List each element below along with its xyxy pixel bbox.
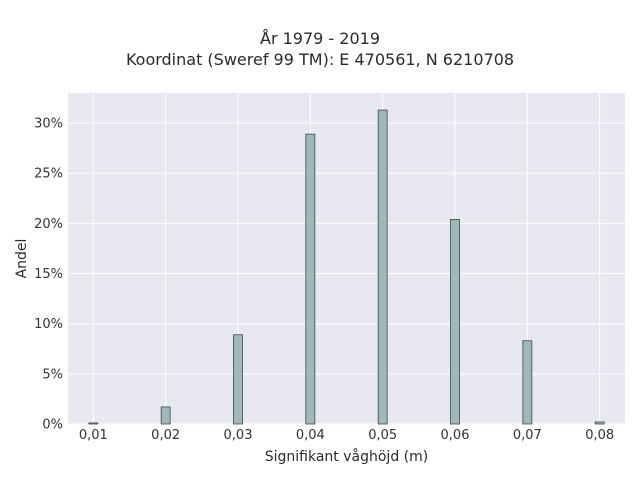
x-tick-label: 0,06	[441, 428, 470, 443]
plot-area	[68, 93, 625, 424]
bar	[594, 421, 605, 425]
y-tick-label: 0%	[42, 418, 63, 433]
x-tick-label: 0,08	[585, 428, 614, 443]
bar	[88, 422, 99, 425]
y-tick-label: 5%	[42, 367, 63, 382]
y-tick-label: 10%	[34, 317, 63, 332]
y-tick-label: 15%	[34, 267, 63, 282]
y-tick-labels: 0% 5% 10% 15% 20% 25% 30%	[34, 117, 63, 433]
x-tick-label: 0,04	[296, 428, 325, 443]
chart-title: År 1979 - 2019	[260, 29, 380, 48]
x-tick-label: 0,07	[513, 428, 542, 443]
y-tick-label: 25%	[34, 167, 63, 182]
x-axis-label: Signifikant våghöjd (m)	[265, 448, 428, 465]
bar	[522, 340, 533, 425]
x-tick-label: 0,03	[224, 428, 253, 443]
x-tick-label: 0,02	[151, 428, 180, 443]
bar	[160, 406, 171, 425]
y-tick-label: 20%	[34, 217, 63, 232]
chart-subtitle: Koordinat (Sweref 99 TM): E 470561, N 62…	[125, 50, 515, 69]
bar	[450, 218, 460, 425]
x-tick-labels: 0,01 0,02 0,03 0,04 0,05 0,06 0,07 0,08	[79, 428, 614, 443]
bar	[233, 334, 243, 425]
x-tick-label: 0,05	[368, 428, 397, 443]
bar	[377, 109, 388, 425]
y-tick-label: 30%	[34, 117, 63, 132]
x-tick-label: 0,01	[79, 428, 108, 443]
y-axis-label: Andel	[14, 239, 30, 279]
bar	[305, 133, 316, 425]
bars	[88, 109, 605, 425]
